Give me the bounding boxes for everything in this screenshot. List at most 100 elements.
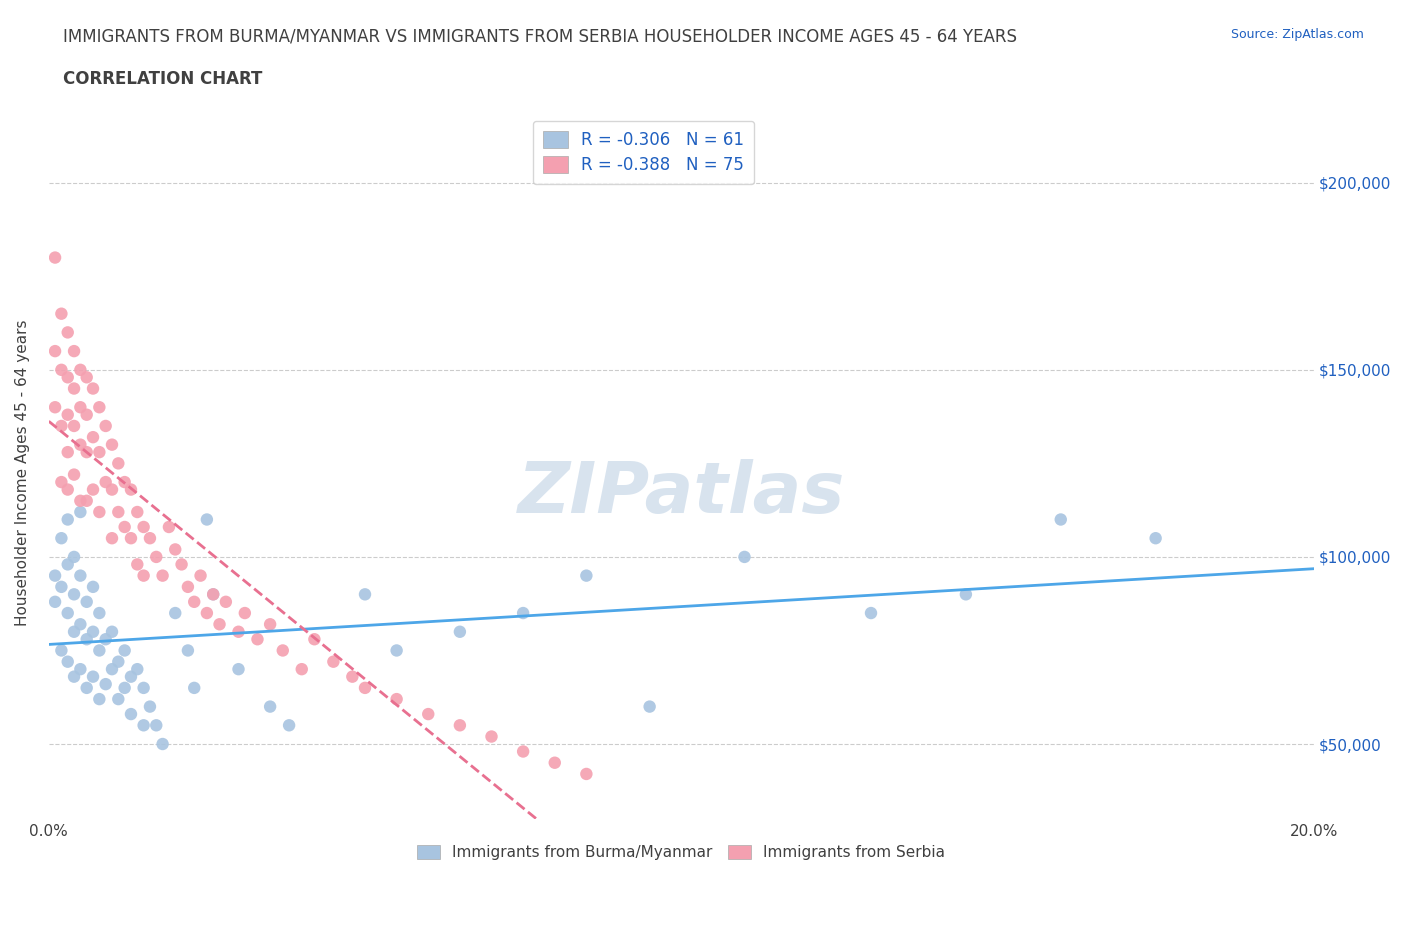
Text: CORRELATION CHART: CORRELATION CHART bbox=[63, 70, 263, 87]
Point bbox=[76, 681, 98, 696]
Point bbox=[139, 699, 162, 714]
Point bbox=[63, 550, 86, 565]
Point bbox=[56, 370, 79, 385]
Text: ZIPatlas: ZIPatlas bbox=[517, 459, 845, 528]
Point bbox=[94, 677, 117, 692]
Point bbox=[139, 531, 162, 546]
Point bbox=[228, 662, 250, 677]
Point bbox=[107, 692, 129, 707]
Point bbox=[89, 643, 111, 658]
Point bbox=[354, 587, 377, 602]
Point bbox=[51, 418, 73, 433]
Legend: Immigrants from Burma/Myanmar, Immigrants from Serbia: Immigrants from Burma/Myanmar, Immigrant… bbox=[411, 839, 952, 867]
Point bbox=[278, 718, 301, 733]
Point bbox=[418, 707, 440, 722]
Point bbox=[56, 512, 79, 527]
Point bbox=[89, 692, 111, 707]
Point bbox=[63, 381, 86, 396]
Point bbox=[127, 505, 149, 520]
Point bbox=[114, 643, 136, 658]
Point bbox=[114, 520, 136, 535]
Point bbox=[101, 624, 124, 639]
Point bbox=[120, 531, 142, 546]
Point bbox=[145, 718, 167, 733]
Point bbox=[56, 445, 79, 459]
Point bbox=[51, 363, 73, 378]
Point bbox=[89, 505, 111, 520]
Point bbox=[132, 568, 155, 583]
Point bbox=[228, 624, 250, 639]
Point bbox=[145, 550, 167, 565]
Point bbox=[63, 624, 86, 639]
Point bbox=[63, 344, 86, 359]
Point bbox=[575, 766, 598, 781]
Y-axis label: Householder Income Ages 45 - 64 years: Householder Income Ages 45 - 64 years bbox=[15, 320, 30, 626]
Point bbox=[132, 681, 155, 696]
Point bbox=[271, 643, 294, 658]
Point bbox=[76, 445, 98, 459]
Point bbox=[107, 505, 129, 520]
Point bbox=[76, 631, 98, 646]
Point bbox=[51, 643, 73, 658]
Point bbox=[44, 344, 66, 359]
Point bbox=[94, 418, 117, 433]
Point bbox=[56, 654, 79, 669]
Point bbox=[170, 557, 193, 572]
Point bbox=[76, 594, 98, 609]
Point bbox=[82, 624, 104, 639]
Point bbox=[165, 605, 187, 620]
Point bbox=[44, 400, 66, 415]
Point bbox=[127, 662, 149, 677]
Point bbox=[215, 594, 238, 609]
Point bbox=[259, 617, 281, 631]
Point bbox=[304, 631, 326, 646]
Point bbox=[56, 407, 79, 422]
Point bbox=[512, 605, 534, 620]
Point bbox=[177, 643, 200, 658]
Point bbox=[82, 579, 104, 594]
Point bbox=[94, 631, 117, 646]
Point bbox=[575, 568, 598, 583]
Point bbox=[127, 557, 149, 572]
Point bbox=[69, 493, 91, 508]
Point bbox=[82, 381, 104, 396]
Point bbox=[114, 474, 136, 489]
Point bbox=[152, 568, 174, 583]
Point bbox=[101, 531, 124, 546]
Point bbox=[1144, 531, 1167, 546]
Text: Source: ZipAtlas.com: Source: ZipAtlas.com bbox=[1230, 28, 1364, 41]
Point bbox=[734, 550, 756, 565]
Point bbox=[190, 568, 212, 583]
Point bbox=[44, 568, 66, 583]
Point bbox=[89, 400, 111, 415]
Point bbox=[82, 482, 104, 497]
Point bbox=[165, 542, 187, 557]
Point bbox=[195, 512, 218, 527]
Point bbox=[638, 699, 661, 714]
Point bbox=[63, 670, 86, 684]
Point bbox=[322, 654, 344, 669]
Point bbox=[82, 670, 104, 684]
Point bbox=[183, 594, 205, 609]
Point bbox=[291, 662, 314, 677]
Point bbox=[246, 631, 269, 646]
Point bbox=[512, 744, 534, 759]
Point bbox=[152, 737, 174, 751]
Point bbox=[56, 557, 79, 572]
Point bbox=[101, 437, 124, 452]
Point bbox=[69, 505, 91, 520]
Point bbox=[56, 605, 79, 620]
Point bbox=[132, 520, 155, 535]
Point bbox=[385, 643, 408, 658]
Point bbox=[51, 306, 73, 321]
Point bbox=[449, 718, 471, 733]
Point bbox=[114, 681, 136, 696]
Point bbox=[63, 418, 86, 433]
Point bbox=[76, 370, 98, 385]
Point bbox=[955, 587, 977, 602]
Point bbox=[120, 482, 142, 497]
Point bbox=[69, 617, 91, 631]
Point bbox=[544, 755, 567, 770]
Point bbox=[859, 605, 882, 620]
Point bbox=[202, 587, 225, 602]
